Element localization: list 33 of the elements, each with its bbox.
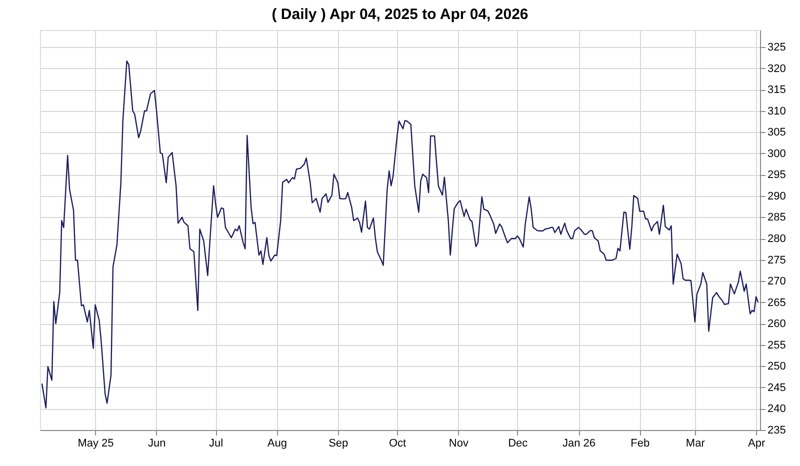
x-tick-label: Jan 26 bbox=[562, 438, 596, 450]
line-series bbox=[41, 60, 759, 408]
y-tick-label: 235 bbox=[768, 424, 786, 436]
y-tick-label: 255 bbox=[768, 339, 786, 352]
y-tick-label: 305 bbox=[768, 126, 786, 139]
x-tick-label: Jun bbox=[148, 438, 166, 450]
x-tick-label: Sep bbox=[328, 438, 348, 450]
y-tick-label: 295 bbox=[768, 169, 786, 182]
y-tick-label: 310 bbox=[768, 105, 786, 118]
y-tick-label: 280 bbox=[768, 233, 786, 246]
y-tick-label: 290 bbox=[768, 190, 786, 202]
x-tick-label: Apr bbox=[748, 438, 766, 450]
x-tick-label: Dec bbox=[508, 438, 528, 450]
x-tick-label: Feb bbox=[630, 438, 650, 450]
y-tick-label: 285 bbox=[768, 212, 786, 224]
y-tick-label: 240 bbox=[768, 403, 786, 416]
chart-title: ( Daily ) Apr 04, 2025 to Apr 04, 2026 bbox=[272, 6, 528, 23]
y-tick-label: 325 bbox=[768, 42, 786, 54]
y-tick-label: 320 bbox=[768, 62, 786, 75]
y-tick-label: 270 bbox=[768, 276, 786, 288]
y-tick-label: 315 bbox=[768, 84, 786, 96]
x-tick-label: Jul bbox=[209, 438, 224, 450]
x-tick-label: Nov bbox=[448, 438, 469, 450]
y-tick-label: 275 bbox=[768, 254, 786, 266]
x-tick-label: Mar bbox=[686, 438, 706, 450]
x-tick-label: Oct bbox=[388, 438, 406, 450]
y-tick-label: 265 bbox=[768, 296, 786, 309]
y-tick-label: 300 bbox=[768, 148, 786, 160]
y-tick-label: 250 bbox=[768, 360, 786, 373]
y-tick-label: 260 bbox=[768, 318, 786, 330]
x-tick-label: May 25 bbox=[78, 438, 114, 450]
y-tick-label: 245 bbox=[768, 382, 786, 394]
x-tick-label: Aug bbox=[267, 438, 287, 450]
